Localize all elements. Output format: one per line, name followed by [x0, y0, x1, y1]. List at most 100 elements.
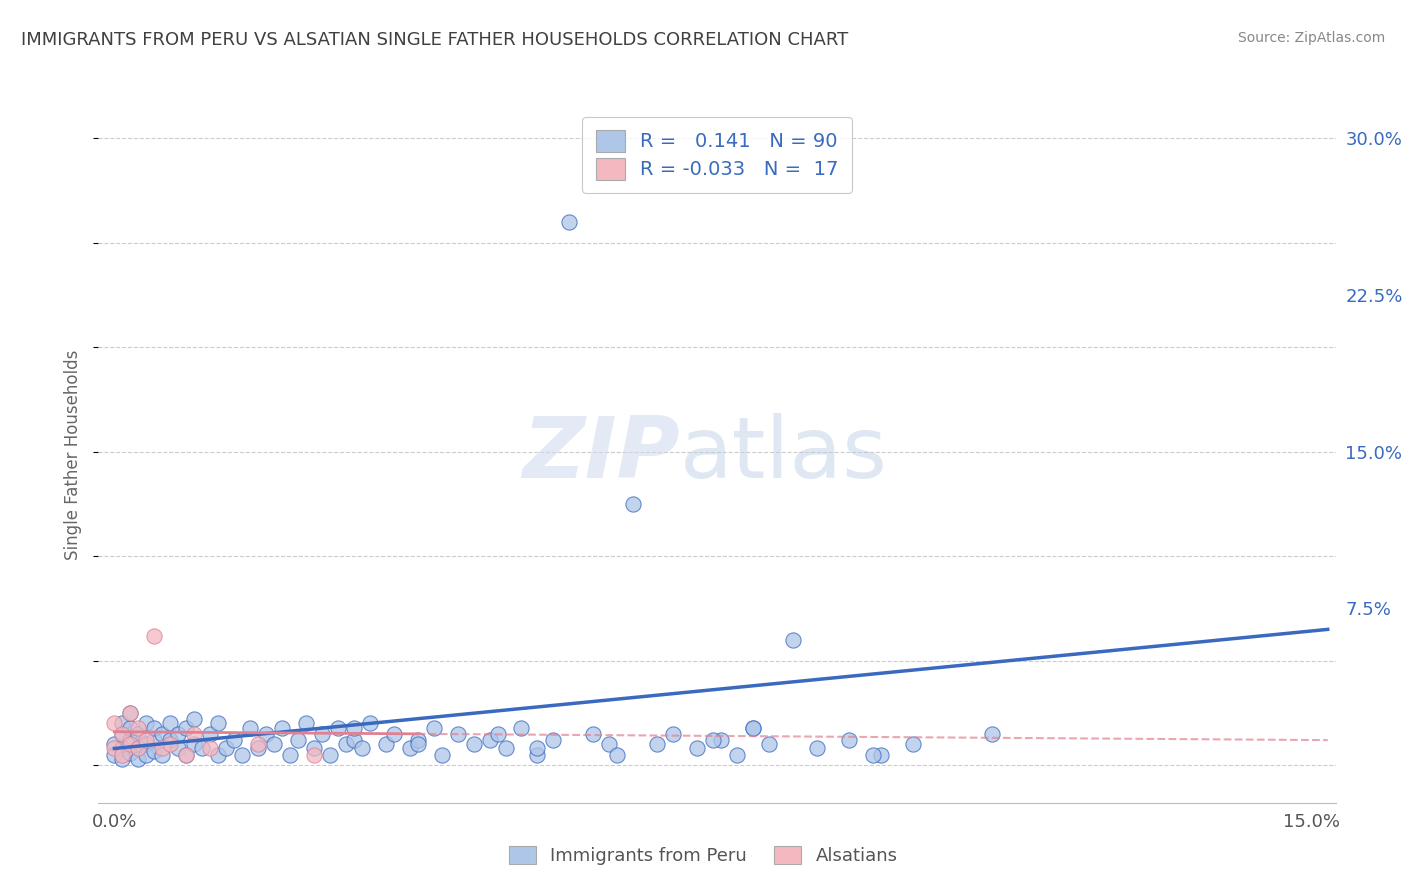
- Point: [159, 716, 181, 731]
- Point: [606, 747, 628, 762]
- Point: [111, 727, 134, 741]
- Point: [254, 727, 277, 741]
- Point: [127, 741, 149, 756]
- Point: [742, 721, 765, 735]
- Point: [174, 747, 197, 762]
- Point: [510, 721, 533, 735]
- Point: [247, 737, 270, 751]
- Point: [231, 747, 253, 762]
- Point: [143, 733, 166, 747]
- Point: [725, 747, 748, 762]
- Point: [582, 727, 605, 741]
- Point: [111, 727, 134, 741]
- Point: [430, 747, 453, 762]
- Point: [981, 727, 1004, 741]
- Point: [135, 716, 157, 731]
- Point: [120, 721, 142, 735]
- Point: [478, 733, 501, 747]
- Point: [120, 706, 142, 720]
- Point: [686, 741, 709, 756]
- Point: [135, 747, 157, 762]
- Point: [127, 752, 149, 766]
- Point: [526, 741, 548, 756]
- Point: [406, 733, 429, 747]
- Point: [183, 727, 205, 741]
- Point: [862, 747, 884, 762]
- Legend: R =   0.141   N = 90, R = -0.033   N =  17: R = 0.141 N = 90, R = -0.033 N = 17: [582, 117, 852, 194]
- Y-axis label: Single Father Households: Single Father Households: [65, 350, 83, 560]
- Point: [869, 747, 891, 762]
- Point: [343, 721, 366, 735]
- Point: [278, 747, 301, 762]
- Point: [207, 716, 229, 731]
- Point: [111, 747, 134, 762]
- Point: [183, 737, 205, 751]
- Point: [758, 737, 780, 751]
- Text: atlas: atlas: [681, 413, 889, 497]
- Point: [398, 741, 420, 756]
- Point: [198, 727, 221, 741]
- Point: [150, 727, 173, 741]
- Point: [127, 721, 149, 735]
- Point: [742, 721, 765, 735]
- Point: [806, 741, 828, 756]
- Point: [302, 747, 325, 762]
- Point: [343, 733, 366, 747]
- Point: [111, 716, 134, 731]
- Point: [103, 716, 125, 731]
- Point: [215, 741, 238, 756]
- Point: [247, 741, 270, 756]
- Point: [127, 741, 149, 756]
- Point: [143, 629, 166, 643]
- Point: [135, 737, 157, 751]
- Point: [239, 721, 262, 735]
- Point: [901, 737, 924, 751]
- Point: [382, 727, 405, 741]
- Point: [120, 737, 142, 751]
- Point: [446, 727, 468, 741]
- Point: [198, 741, 221, 756]
- Point: [374, 737, 396, 751]
- Point: [159, 733, 181, 747]
- Point: [710, 733, 733, 747]
- Point: [645, 737, 668, 751]
- Point: [558, 215, 581, 229]
- Point: [263, 737, 285, 751]
- Point: [335, 737, 357, 751]
- Point: [543, 733, 565, 747]
- Point: [702, 733, 724, 747]
- Point: [302, 741, 325, 756]
- Text: Source: ZipAtlas.com: Source: ZipAtlas.com: [1237, 31, 1385, 45]
- Point: [463, 737, 485, 751]
- Point: [150, 741, 173, 756]
- Point: [326, 721, 349, 735]
- Point: [174, 747, 197, 762]
- Point: [271, 721, 294, 735]
- Point: [111, 752, 134, 766]
- Point: [359, 716, 381, 731]
- Point: [486, 727, 509, 741]
- Point: [662, 727, 685, 741]
- Point: [143, 721, 166, 735]
- Point: [319, 747, 342, 762]
- Point: [191, 741, 214, 756]
- Point: [120, 706, 142, 720]
- Point: [167, 727, 190, 741]
- Point: [103, 741, 125, 756]
- Point: [224, 733, 246, 747]
- Point: [120, 746, 142, 760]
- Point: [143, 743, 166, 757]
- Point: [120, 733, 142, 747]
- Point: [350, 741, 373, 756]
- Point: [526, 747, 548, 762]
- Point: [127, 727, 149, 741]
- Text: ZIP: ZIP: [522, 413, 681, 497]
- Text: IMMIGRANTS FROM PERU VS ALSATIAN SINGLE FATHER HOUSEHOLDS CORRELATION CHART: IMMIGRANTS FROM PERU VS ALSATIAN SINGLE …: [21, 31, 848, 49]
- Point: [103, 737, 125, 751]
- Point: [103, 747, 125, 762]
- Point: [287, 733, 309, 747]
- Point: [598, 737, 620, 751]
- Point: [150, 747, 173, 762]
- Point: [311, 727, 333, 741]
- Point: [838, 733, 860, 747]
